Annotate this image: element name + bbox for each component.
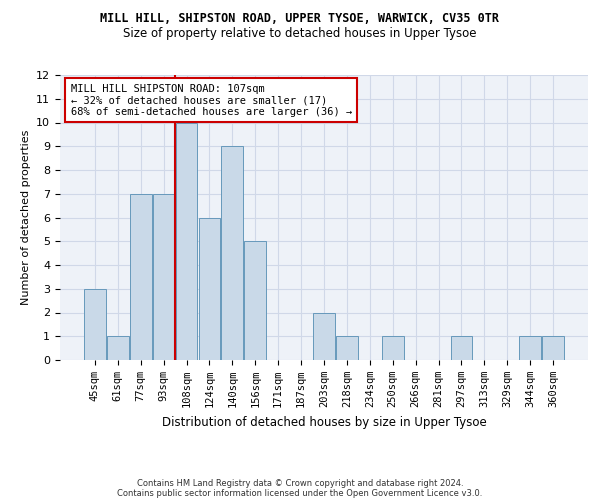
Bar — [130, 194, 152, 360]
Bar — [153, 194, 175, 360]
Bar — [313, 312, 335, 360]
Bar — [382, 336, 404, 360]
Bar — [176, 122, 197, 360]
Bar — [199, 218, 220, 360]
X-axis label: Distribution of detached houses by size in Upper Tysoe: Distribution of detached houses by size … — [161, 416, 487, 428]
Text: MILL HILL, SHIPSTON ROAD, UPPER TYSOE, WARWICK, CV35 0TR: MILL HILL, SHIPSTON ROAD, UPPER TYSOE, W… — [101, 12, 499, 26]
Bar — [542, 336, 564, 360]
Bar — [520, 336, 541, 360]
Bar — [84, 289, 106, 360]
Bar — [336, 336, 358, 360]
Bar — [221, 146, 243, 360]
Y-axis label: Number of detached properties: Number of detached properties — [20, 130, 31, 305]
Bar — [244, 242, 266, 360]
Text: Size of property relative to detached houses in Upper Tysoe: Size of property relative to detached ho… — [123, 28, 477, 40]
Text: Contains HM Land Registry data © Crown copyright and database right 2024.: Contains HM Land Registry data © Crown c… — [137, 478, 463, 488]
Bar — [451, 336, 472, 360]
Text: Contains public sector information licensed under the Open Government Licence v3: Contains public sector information licen… — [118, 488, 482, 498]
Bar — [107, 336, 128, 360]
Text: MILL HILL SHIPSTON ROAD: 107sqm
← 32% of detached houses are smaller (17)
68% of: MILL HILL SHIPSTON ROAD: 107sqm ← 32% of… — [71, 84, 352, 116]
